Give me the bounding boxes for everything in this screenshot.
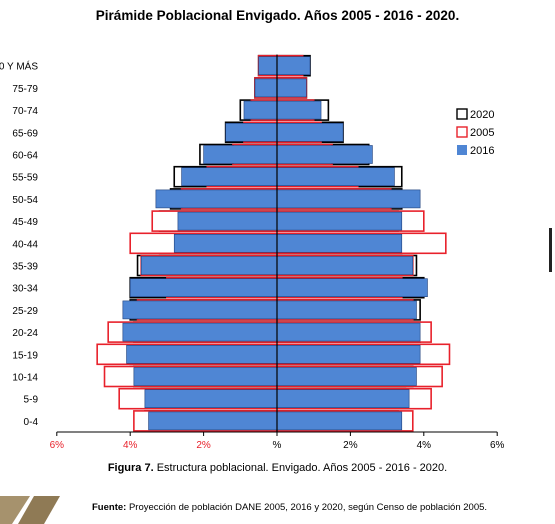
age-label: 0-4 (24, 417, 39, 428)
bar-2016-right-50-54 (276, 189, 421, 209)
bar-2016-right-0-4 (276, 411, 403, 431)
bar-2016-right-70-74 (276, 100, 322, 120)
bar-2016-right-35-39 (276, 256, 414, 275)
source-label: Fuente: (92, 502, 127, 513)
bar-2016-left-75-79 (254, 78, 278, 98)
x-tick-label: % (273, 440, 282, 451)
bar-2016-left-65-69 (225, 123, 278, 142)
population-pyramid-chart: 0-4 5-9 10-14 15-19 20-24 25-29 30-34 35-39 40-4… (0, 54, 505, 451)
bar-2016-left-25-29 (122, 300, 278, 320)
bar-2016-left-55-59 (181, 167, 278, 186)
bar-2016-left-35-39 (140, 256, 278, 275)
age-label: 55-59 (12, 173, 38, 184)
bar-2016-right-25-29 (276, 300, 417, 320)
bar-2016-left-5-9 (144, 389, 278, 409)
source-text: Proyección de población DANE 2005, 2016 … (126, 502, 488, 513)
x-tick-label: 2% (196, 440, 211, 451)
bar-2016-left-70-74 (243, 100, 278, 120)
x-tick-label: 6% (490, 440, 505, 451)
x-tick-label: 4% (123, 440, 138, 451)
legend-swatch-2005 (456, 126, 468, 138)
age-label: 45-49 (12, 217, 38, 228)
bar-2016-right-65-69 (276, 123, 344, 142)
bar-2016-left-80 Y MÁS (258, 56, 278, 76)
age-label: 35-39 (12, 262, 38, 273)
bar-2016-right-60-64 (276, 145, 373, 164)
logo-fragment-icon (0, 496, 60, 524)
bar-2016-left-50-54 (155, 189, 278, 209)
age-label: 80 Y MÁS (0, 60, 38, 73)
x-tick-label: 2% (343, 440, 358, 451)
age-label: 75-79 (12, 84, 38, 95)
chart-title: Pirámide Poblacional Envigado. Años 2005… (95, 8, 460, 23)
legend-label-2005: 2005 (470, 127, 494, 139)
bar-2016-right-80 Y MÁS (276, 56, 311, 76)
bar-2016-right-5-9 (276, 389, 410, 409)
age-label: 50-54 (12, 195, 38, 206)
caption-text: Estructura poblacional. Envigado. Años 2… (153, 462, 448, 474)
bar-2016-right-55-59 (276, 167, 395, 186)
bar-2016-left-20-24 (122, 322, 278, 342)
age-label: 20-24 (12, 328, 38, 339)
age-label: 25-29 (12, 306, 38, 317)
bar-2016-left-0-4 (148, 411, 278, 431)
figure-caption: Figura 7. Estructura poblacional. Enviga… (0, 462, 555, 474)
legend-label-2016: 2016 (470, 145, 494, 157)
legend-swatch-2020 (456, 108, 468, 120)
legend-label-2020: 2020 (470, 109, 494, 121)
bar-2016-right-30-34 (276, 278, 428, 298)
age-label: 65-69 (12, 128, 38, 139)
bar-2016-left-45-49 (177, 211, 278, 231)
bar-2016-right-10-14 (276, 367, 417, 386)
bar-2016-right-40-44 (276, 234, 403, 253)
bar-2016-left-40-44 (173, 234, 278, 253)
bar-2016-right-75-79 (276, 78, 307, 98)
age-label: 70-74 (12, 106, 38, 117)
bar-2016-left-60-64 (203, 145, 278, 164)
age-label: 10-14 (12, 373, 38, 384)
bar-2016-right-15-19 (276, 344, 421, 364)
source-note: Fuente: Proyección de población DANE 200… (92, 502, 487, 513)
bar-2016-right-20-24 (276, 322, 421, 342)
bar-2016-right-45-49 (276, 211, 403, 231)
legend-swatch-2016 (457, 145, 467, 155)
caption-label: Figura 7. (107, 462, 154, 474)
age-label: 5-9 (24, 395, 39, 406)
edge-mark (549, 228, 552, 272)
age-label: 60-64 (12, 151, 38, 162)
x-tick-label: 6% (50, 440, 65, 451)
age-label: 15-19 (12, 350, 38, 361)
x-tick-label: 4% (417, 440, 432, 451)
bar-2016-left-15-19 (126, 344, 278, 364)
age-label: 30-34 (12, 284, 38, 295)
age-label: 40-44 (12, 239, 38, 250)
bar-2016-left-30-34 (129, 278, 278, 298)
bar-2016-left-10-14 (133, 367, 278, 386)
